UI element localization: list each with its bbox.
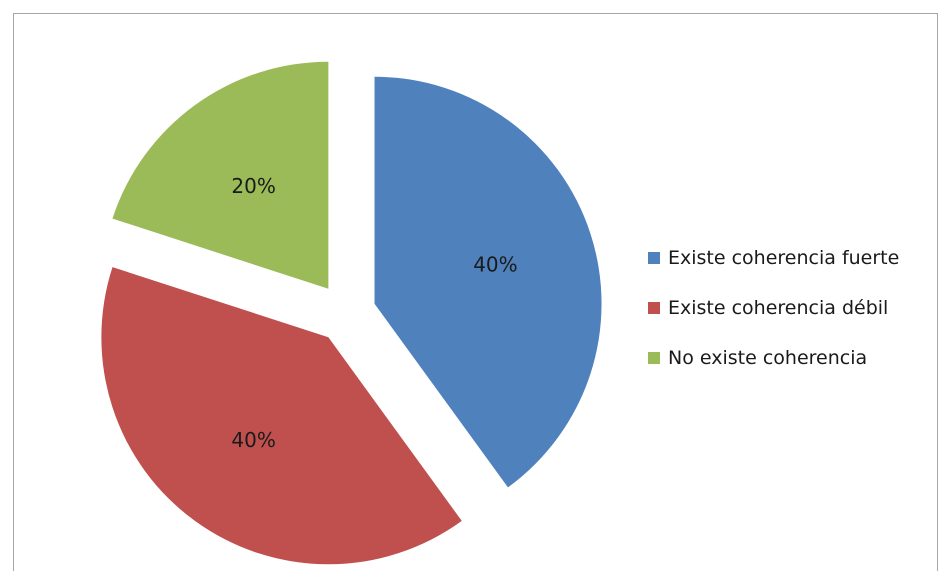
legend-item-existe-coherencia-fuerte: Existe coherencia fuerte [648,233,899,283]
legend-label-existe-coherencia-fuerte: Existe coherencia fuerte [668,247,900,269]
legend-swatch-existe-coherencia-fuerte [648,252,660,264]
legend: Existe coherencia fuerte Existe coherenc… [648,233,899,383]
pie-label-existe-coherencia-debil: 40% [231,428,275,452]
legend-item-no-existe-coherencia: No existe coherencia [648,333,899,383]
legend-label-existe-coherencia-debil: Existe coherencia débil [668,297,889,319]
pie-slice-existe-coherencia-debil [101,267,462,565]
legend-item-existe-coherencia-debil: Existe coherencia débil [648,283,899,333]
pie-label-existe-coherencia-fuerte: 40% [473,252,517,276]
legend-swatch-no-existe-coherencia [648,352,660,364]
pie-label-no-existe-coherencia: 20% [231,174,275,198]
legend-swatch-existe-coherencia-debil [648,302,660,314]
pie-slice-no-existe-coherencia [112,61,329,289]
pie-slice-existe-coherencia-fuerte [374,76,602,488]
legend-label-no-existe-coherencia: No existe coherencia [668,347,868,369]
